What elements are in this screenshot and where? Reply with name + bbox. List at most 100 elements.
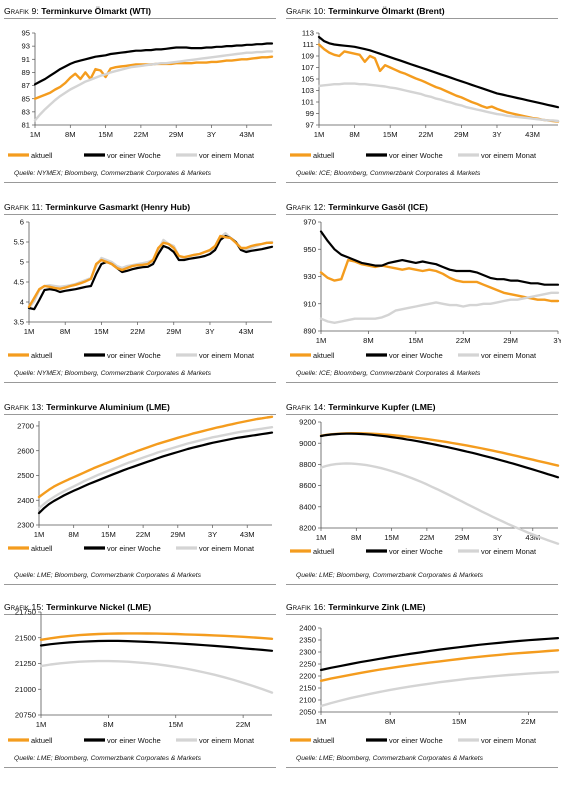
y-tick-label: 5 xyxy=(20,258,24,267)
x-tick-label: 8M xyxy=(385,717,396,726)
x-tick-label: 1M xyxy=(316,533,327,542)
chart-title: Grafik 10: Terminkurve Ölmarkt (Brent) xyxy=(286,6,445,16)
x-tick-label: 3Y xyxy=(207,130,216,139)
y-tick-label: 81 xyxy=(22,121,30,130)
y-tick-label: 21000 xyxy=(15,685,36,694)
chart-caption-number: Grafik 9: xyxy=(4,6,42,16)
chart-title-text: Terminkurve Ölmarkt (WTI) xyxy=(41,6,151,16)
series-line-aktuell xyxy=(319,432,560,467)
y-tick-label: 9000 xyxy=(299,439,316,448)
x-tick-label: 22M xyxy=(420,533,435,542)
chart-caption-number: Grafik 15: xyxy=(4,602,47,612)
x-tick-label: 1M xyxy=(24,327,35,336)
x-tick-label: 3Y xyxy=(205,327,214,336)
x-tick-label: 15M xyxy=(98,130,113,139)
chart-source: Quelle: ICE; Bloomberg, Commerzbank Corp… xyxy=(296,170,481,177)
x-tick-label: 29M xyxy=(166,327,181,336)
x-tick-label: 29M xyxy=(169,130,184,139)
y-tick-label: 95 xyxy=(22,29,30,38)
x-tick-label: 15M xyxy=(384,533,399,542)
line-chart: 97 99 101 103 105 107 109 111 113 1M 8M 15M 22M 29M 3Y… xyxy=(290,29,560,160)
chart-title-text: Terminkurve Aluminium (LME) xyxy=(46,402,170,412)
x-tick-label: 43M xyxy=(239,327,254,336)
y-tick-label: 101 xyxy=(301,98,314,107)
legend-label: vor einem Monat xyxy=(481,151,536,160)
legend-label: vor einem Monat xyxy=(481,736,536,745)
y-tick-label: 87 xyxy=(22,81,30,90)
line-chart: 8200 8400 8600 8800 9000 9200 1M 8M 15M 22M 29M 3Y 4… xyxy=(290,418,560,556)
x-tick-label: 8M xyxy=(103,720,114,729)
y-tick-label: 97 xyxy=(306,121,314,130)
legend-label: aktuell xyxy=(313,351,335,360)
legend-label: vor einer Woche xyxy=(107,351,161,360)
legend-label: vor einer Woche xyxy=(107,544,161,553)
chart-title: Grafik 14: Terminkurve Kupfer (LME) xyxy=(286,402,435,412)
legend-label: vor einer Woche xyxy=(389,351,443,360)
line-chart: 3.5 4 4.5 5 5.5 6 1M 8M 15M 22M 29M 3Y 43M aktuell vor… xyxy=(8,218,274,360)
line-chart: 890 910 930 950 970 1M 8M 15M 22M 29M 3Y aktuell vor… xyxy=(290,218,561,360)
y-tick-label: 2400 xyxy=(299,624,316,633)
legend-label: vor einer Woche xyxy=(389,151,443,160)
legend-label: vor einem Monat xyxy=(199,736,254,745)
title-divider xyxy=(286,614,558,615)
x-tick-label: 8M xyxy=(65,130,76,139)
y-tick-label: 21250 xyxy=(15,659,36,668)
chart-panel-g12: Grafik 12: Terminkurve Gasöl (ICE) 890 910… xyxy=(286,196,561,392)
chart-caption-number: Grafik 11: xyxy=(4,202,46,212)
y-tick-label: 8400 xyxy=(299,502,316,511)
chart-title-text: Terminkurve Gasmarkt (Henry Hub) xyxy=(45,202,191,212)
series-line-vor-einer-Woche xyxy=(319,636,560,672)
legend-label: aktuell xyxy=(31,736,53,745)
y-tick-label: 2300 xyxy=(17,521,34,530)
x-tick-label: 1M xyxy=(316,717,327,726)
chart-title-text: Terminkurve Gasöl (ICE) xyxy=(328,202,428,212)
legend-label: vor einer Woche xyxy=(389,547,443,556)
chart-title: Grafik 13: Terminkurve Aluminium (LME) xyxy=(4,402,170,412)
legend-label: aktuell xyxy=(313,151,335,160)
y-tick-label: 103 xyxy=(301,86,314,95)
series-line-aktuell xyxy=(319,649,560,683)
panel-divider xyxy=(286,182,558,183)
y-tick-label: 2300 xyxy=(299,648,316,657)
y-tick-label: 99 xyxy=(306,109,314,118)
x-tick-label: 22M xyxy=(521,717,536,726)
chart-caption-number: Grafik 10: xyxy=(286,6,329,16)
y-tick-label: 8200 xyxy=(299,524,316,533)
series-line-vor-einem-Monat xyxy=(37,426,274,510)
y-tick-label: 950 xyxy=(303,245,316,254)
y-tick-label: 2050 xyxy=(299,708,316,717)
series-line-aktuell xyxy=(319,258,560,303)
series-line-vor-einer-Woche xyxy=(319,432,560,479)
y-tick-label: 4.5 xyxy=(13,278,24,287)
chart-panel-g10: Grafik 10: Terminkurve Ölmarkt (Brent) 97… xyxy=(286,0,560,196)
y-tick-label: 93 xyxy=(22,42,30,51)
y-tick-label: 5.5 xyxy=(13,238,24,247)
series-line-vor-einer-Woche xyxy=(27,234,274,311)
y-tick-label: 83 xyxy=(22,107,30,116)
x-tick-label: 22M xyxy=(418,130,433,139)
x-tick-label: 15M xyxy=(408,336,423,345)
y-tick-label: 89 xyxy=(22,68,30,77)
line-chart: 2050 2100 2150 2200 2250 2300 2350 2400 1M 8M 15M 2… xyxy=(290,624,560,745)
chart-panel-g14: Grafik 14: Terminkurve Kupfer (LME) 8200 8… xyxy=(286,396,560,592)
legend-label: vor einem Monat xyxy=(199,544,254,553)
y-tick-label: 2250 xyxy=(299,660,316,669)
x-tick-label: 15M xyxy=(168,720,183,729)
y-tick-label: 85 xyxy=(22,94,30,103)
x-tick-label: 3Y xyxy=(492,130,501,139)
chart-caption-number: Grafik 14: xyxy=(286,402,329,412)
chart-title: Grafik 16: Terminkurve Zink (LME) xyxy=(286,602,425,612)
line-chart: 2300 2400 2500 2600 2700 1M 8M 15M 22M 29M 3Y 43M ak… xyxy=(8,415,274,553)
chart-panel-g15: Grafik 15: Terminkurve Nickel (LME) 20750… xyxy=(4,596,276,792)
y-tick-label: 2400 xyxy=(17,496,34,505)
panel-divider xyxy=(286,584,558,585)
x-tick-label: 29M xyxy=(503,336,518,345)
series-line-aktuell xyxy=(39,632,274,641)
x-tick-label: 8M xyxy=(363,336,374,345)
x-tick-label: 22M xyxy=(136,530,151,539)
x-tick-label: 3Y xyxy=(553,336,561,345)
x-tick-label: 29M xyxy=(170,530,185,539)
x-tick-label: 43M xyxy=(239,130,254,139)
chart-title: Grafik 12: Terminkurve Gasöl (ICE) xyxy=(286,202,428,212)
x-tick-label: 29M xyxy=(455,533,470,542)
